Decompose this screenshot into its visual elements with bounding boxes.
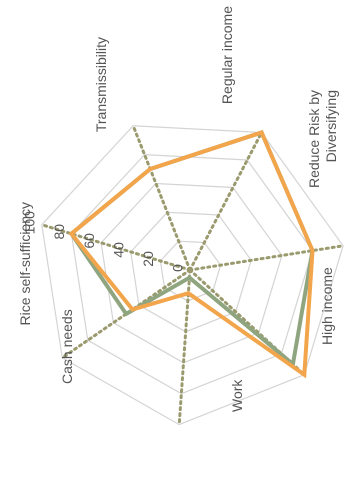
axis-label: Transmissibility — [93, 37, 109, 132]
grid-ring — [70, 153, 314, 395]
tick-label: 0 — [170, 264, 186, 272]
axis-spoke — [188, 131, 264, 272]
tick-label: 60 — [81, 233, 97, 249]
axis-spoke — [131, 124, 192, 272]
axis-layer — [40, 124, 345, 427]
tick-label: 40 — [110, 242, 126, 258]
axis-label: Rice self-sufficiency — [17, 202, 33, 325]
axis-label: Regular income — [219, 6, 235, 104]
axis-label-line: Reduce Risk by — [306, 90, 322, 188]
axis-spoke — [188, 244, 345, 272]
axis-label-line: Diversifying — [323, 90, 339, 162]
axis-label-line: Transmissibility — [93, 37, 109, 132]
axis-label: High income — [319, 267, 335, 345]
grid-ring — [130, 211, 252, 333]
label-layer: Regular income Reduce Risk byDiversifying… — [17, 6, 339, 412]
tick-label: 100 — [22, 211, 38, 235]
axis-label: Cash needs — [59, 309, 75, 384]
axis-spoke — [40, 223, 192, 272]
axis-label-line: Rice self-sufficiency — [17, 202, 33, 325]
grid-ring — [100, 182, 283, 364]
grid-layer — [41, 125, 344, 426]
axis-label: Work — [229, 379, 245, 412]
axis-label-line: Cash needs — [59, 309, 75, 384]
series-2-line — [68, 130, 315, 379]
axis-spoke — [177, 268, 192, 427]
axis-label-line: Regular income — [219, 6, 235, 104]
axis-label: Reduce Risk byDiversifying — [306, 90, 339, 188]
grid-ring — [159, 240, 222, 302]
series-layer — [68, 130, 315, 379]
tick-label: 80 — [51, 224, 67, 240]
tick-label: 20 — [140, 251, 156, 267]
axis-label-line: High income — [319, 267, 335, 345]
grid-ring — [41, 125, 344, 426]
tick-layer: 0 20 40 60 80 100 — [22, 211, 186, 272]
axis-label-line: Work — [229, 379, 245, 412]
